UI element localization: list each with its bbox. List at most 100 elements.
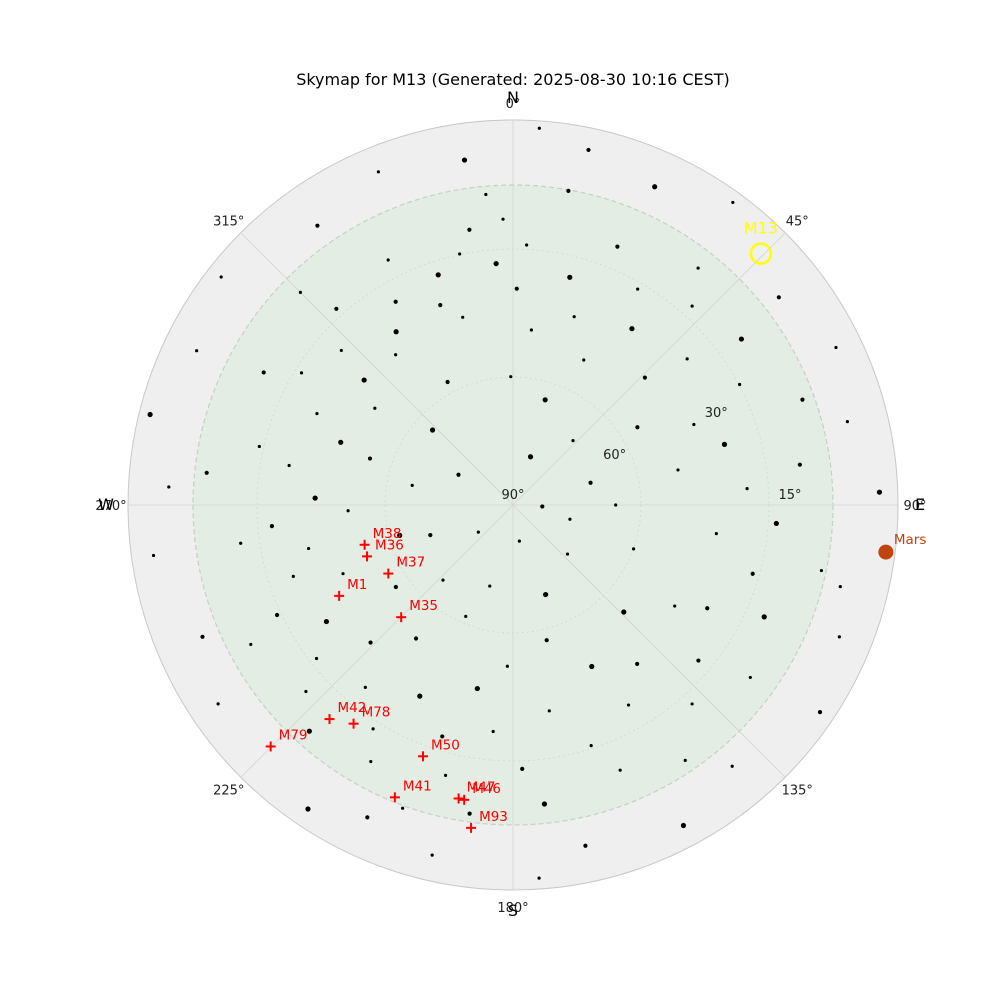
star-point (676, 468, 680, 472)
star-point (428, 532, 433, 538)
star-point (527, 454, 534, 460)
star-point (635, 661, 640, 667)
star-point (565, 552, 570, 556)
azimuth-gridline (240, 504, 514, 778)
star-point (621, 609, 627, 615)
messier-object-m42: M42 (324, 700, 366, 725)
star-point (834, 345, 838, 350)
messier-object-m1: M1 (334, 577, 367, 601)
star-point (776, 295, 781, 300)
star-point (467, 811, 472, 816)
star-point (680, 822, 687, 829)
star-point (738, 336, 745, 342)
star-point (615, 244, 620, 249)
messier-label: M36 (375, 537, 404, 553)
star-point (291, 574, 295, 578)
compass-south: S (508, 901, 518, 920)
star-point (484, 192, 488, 197)
star-point (306, 728, 312, 734)
azimuth-tick-label: 270° (95, 499, 126, 514)
messier-object-m38: M38 (359, 526, 401, 550)
star-point (464, 614, 468, 618)
star-point (195, 349, 199, 353)
star-point (249, 642, 253, 647)
star-point (572, 315, 576, 319)
star-point (338, 439, 344, 445)
star-point (393, 329, 399, 335)
star-point (501, 217, 505, 221)
azimuth-gridline (512, 504, 786, 778)
star-point (537, 126, 541, 130)
star-point (312, 495, 318, 501)
star-point (692, 422, 696, 427)
star-point (685, 357, 689, 361)
star-point (696, 658, 701, 663)
azimuth-tick-label: 225° (213, 783, 244, 798)
star-point (543, 591, 549, 598)
star-point (151, 553, 156, 558)
star-point (566, 188, 571, 193)
star-point (167, 485, 171, 489)
star-point (269, 523, 275, 529)
star-point (745, 487, 749, 491)
planets-layer: Mars (878, 532, 926, 560)
star-point (773, 520, 779, 527)
messier-object-m47: M47 (453, 779, 495, 804)
altitude-tick-label: 15° (778, 488, 801, 503)
star-point (626, 703, 631, 707)
messier-label: M79 (279, 727, 308, 743)
star-point (491, 729, 495, 734)
star-point (304, 689, 308, 694)
star-point (797, 462, 802, 467)
star-point (346, 509, 350, 513)
star-point (683, 758, 687, 762)
star-point (505, 664, 509, 668)
star-point (488, 584, 492, 588)
star-point (761, 614, 767, 620)
star-point (239, 541, 243, 545)
star-point (845, 420, 850, 424)
star-point (750, 571, 755, 576)
altitude-tick-labels: 15° 30° 60° 90° (501, 406, 801, 503)
star-point (371, 727, 375, 731)
star-point (819, 568, 824, 573)
messier-label: M46 (472, 781, 501, 797)
star-point (705, 606, 710, 611)
star-point (568, 517, 572, 521)
star-point (529, 328, 533, 332)
star-point (376, 170, 380, 174)
azimuth-tick-label: 90° (903, 499, 926, 514)
star-point (305, 806, 311, 812)
star-point (257, 444, 261, 449)
star-point (541, 801, 548, 807)
messier-object-m35: M35 (396, 598, 438, 623)
star-point (417, 693, 423, 699)
messier-label: M37 (396, 555, 425, 571)
star-point (365, 815, 370, 820)
star-point (200, 634, 205, 639)
star-point (542, 397, 548, 403)
azimuth-gridlines (128, 120, 898, 890)
messier-object-m41: M41 (389, 778, 432, 803)
star-point (299, 371, 304, 375)
star-point (261, 370, 266, 375)
star-point (673, 604, 677, 608)
star-point (582, 358, 586, 362)
chart-title: Skymap for M13 (Generated: 2025-08-30 10… (296, 70, 730, 89)
star-point (367, 456, 373, 461)
target-layer: M13 (744, 219, 778, 265)
star-point (393, 299, 398, 304)
star-point (525, 243, 529, 247)
messier-object-m37: M37 (383, 555, 425, 579)
star-point (315, 223, 320, 228)
compass-north: N (507, 88, 519, 107)
star-point (147, 411, 153, 418)
altitude-tick-label: 60° (603, 448, 626, 463)
azimuth-tick-label: 45° (786, 215, 809, 230)
star-point (461, 157, 468, 163)
target-label: M13 (744, 219, 778, 238)
star-point (547, 709, 551, 713)
azimuth-tick-label: 135° (782, 783, 813, 798)
star-point (369, 759, 373, 764)
